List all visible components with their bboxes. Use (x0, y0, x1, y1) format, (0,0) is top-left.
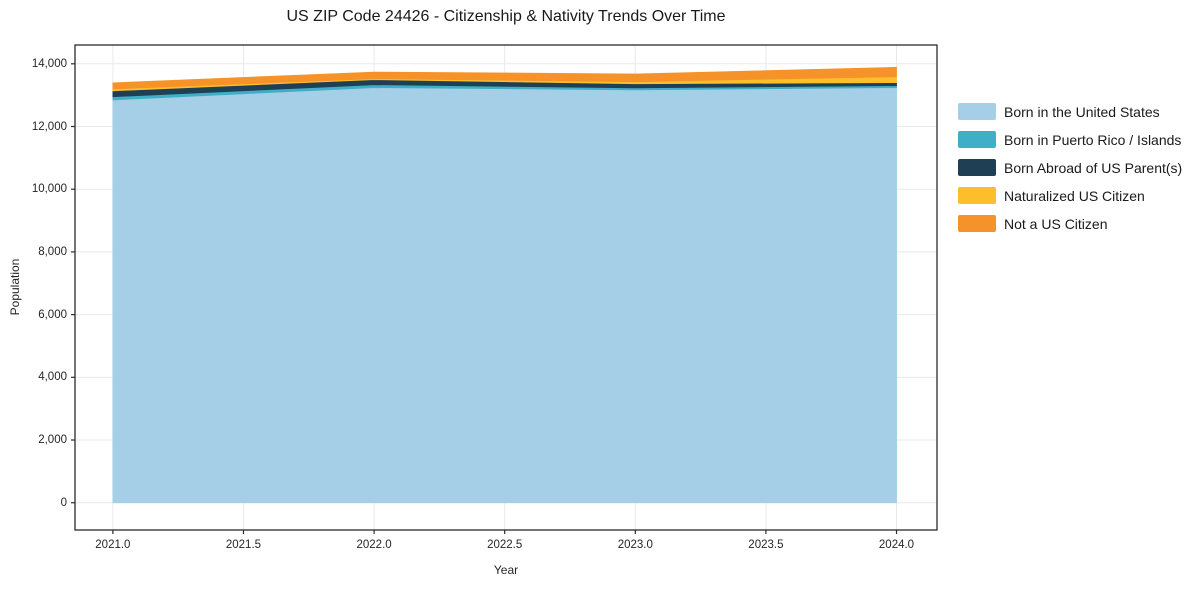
legend-label: Born in the United States (1004, 103, 1160, 120)
area-series-5 (112, 66, 897, 90)
x-tick-label: 2023.0 (617, 539, 653, 551)
legend-swatch-icon (958, 159, 996, 176)
chart-title: US ZIP Code 24426 - Citizenship & Nativi… (286, 8, 726, 25)
legend-item-5: Not a US Citizen (958, 215, 1182, 232)
area-series-1 (112, 87, 897, 504)
chart-legend: Born in the United States Born in Puerto … (958, 103, 1182, 243)
y-tick-label: 0 (60, 496, 67, 509)
y-tick-label: 2,000 (38, 434, 67, 447)
legend-label: Born Abroad of US Parent(s) (1004, 159, 1183, 176)
x-tick-label: 2021.5 (225, 539, 262, 551)
legend-item-3: Born Abroad of US Parent(s) (958, 159, 1182, 176)
legend-item-1: Born in the United States (958, 103, 1182, 120)
legend-swatch-icon (958, 187, 996, 204)
y-tick-label: 4,000 (38, 371, 67, 384)
y-tick-label: 6,000 (38, 308, 67, 321)
legend-label: Born in Puerto Rico / Islands (1004, 131, 1182, 148)
x-tick-label: 2024.0 (878, 539, 915, 551)
x-axis-label: Year (493, 563, 519, 577)
legend-swatch-icon (958, 215, 996, 232)
y-axis-label: Population (8, 258, 22, 316)
legend-label: Not a US Citizen (1004, 215, 1108, 232)
legend-item-4: Naturalized US Citizen (958, 187, 1182, 204)
x-tick-label: 2022.5 (487, 539, 523, 551)
x-tick-label: 2023.5 (748, 539, 784, 551)
y-tick-label: 12,000 (31, 120, 67, 133)
plot-border (74, 44, 938, 531)
x-tick-label: 2021.0 (95, 539, 131, 551)
legend-swatch-icon (958, 131, 996, 148)
y-tick-label: 10,000 (31, 183, 67, 196)
x-tick-label: 2022.0 (356, 539, 392, 551)
y-tick-label: 8,000 (38, 245, 67, 258)
legend-label: Naturalized US Citizen (1004, 187, 1145, 204)
legend-swatch-icon (958, 103, 996, 120)
legend-item-2: Born in Puerto Rico / Islands (958, 131, 1182, 148)
y-tick-label: 14,000 (31, 57, 67, 70)
